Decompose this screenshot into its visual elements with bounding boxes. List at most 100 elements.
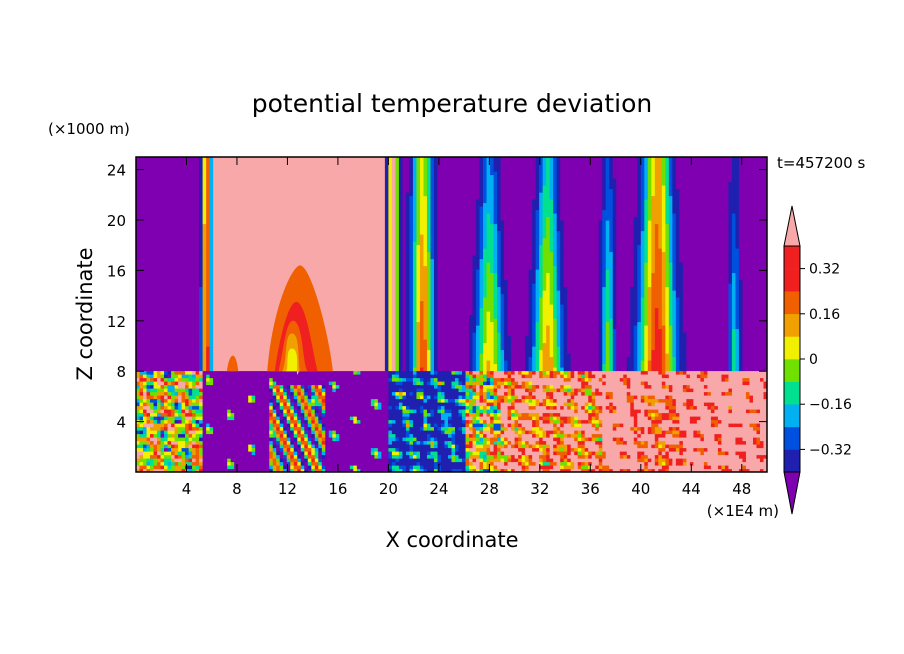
contour-cell: [426, 328, 432, 333]
contour-cell: [542, 363, 554, 368]
contour-cell: [661, 367, 666, 372]
contour-cell: [640, 332, 645, 337]
contour-cell: [616, 269, 635, 274]
contour-cell: [553, 286, 558, 291]
contour-cell: [395, 353, 400, 358]
contour-cell: [647, 272, 652, 277]
contour-cell: [405, 255, 411, 260]
contour-cell: [735, 244, 740, 249]
contour-cell: [497, 384, 502, 389]
contour-cell: [759, 458, 765, 463]
contour-cell: [269, 412, 274, 417]
contour-cell: [472, 370, 481, 375]
contour-cell: [658, 311, 663, 316]
contour-cell: [290, 461, 295, 466]
contour-cell: [416, 437, 428, 442]
contour-cell: [416, 307, 421, 312]
contour-cell: [409, 318, 414, 323]
contour-cell: [476, 248, 481, 253]
contour-cell: [637, 419, 652, 424]
contour-cell: [500, 304, 505, 309]
contour-cell: [430, 342, 435, 347]
contour-cell: [202, 353, 207, 358]
contour-cell: [153, 433, 158, 438]
contour-cell: [745, 465, 767, 470]
contour-cell: [202, 265, 207, 270]
contour-cell: [171, 433, 176, 438]
contour-cell: [504, 384, 509, 389]
contour-cell: [157, 388, 165, 393]
contour-cell: [535, 395, 547, 400]
contour-cell: [675, 290, 684, 295]
contour-cell: [742, 325, 767, 330]
contour-cell: [668, 395, 673, 400]
contour-cell: [276, 402, 281, 407]
contour-cell: [633, 426, 638, 431]
contour-cell: [549, 388, 558, 393]
contour-cell: [539, 339, 544, 344]
contour-cell: [518, 395, 523, 400]
contour-cell: [644, 262, 649, 267]
contour-cell: [595, 423, 600, 428]
contour-cell: [476, 290, 481, 295]
contour-cell: [388, 430, 393, 435]
contour-cell: [553, 416, 558, 421]
contour-cell: [574, 416, 579, 421]
contour-cell: [630, 381, 642, 386]
contour-cell: [465, 374, 470, 379]
contour-cell: [490, 416, 495, 421]
contour-cell: [307, 416, 312, 421]
contour-cell: [735, 335, 740, 340]
contour-cell: [672, 367, 677, 372]
contour-cell: [756, 437, 761, 442]
contour-cell: [556, 318, 561, 323]
contour-cell: [476, 388, 481, 393]
contour-cell: [553, 276, 558, 281]
contour-cell: [476, 437, 481, 442]
contour-cell: [602, 433, 638, 438]
contour-cell: [167, 412, 172, 417]
contour-cell: [665, 307, 670, 312]
contour-cell: [602, 279, 607, 284]
contour-cell: [174, 391, 179, 396]
contour-cell: [199, 328, 204, 333]
contour-cell: [402, 311, 407, 316]
contour-cell: [539, 244, 544, 249]
contour-cell: [539, 367, 544, 372]
contour-cell: [419, 377, 425, 382]
contour-cell: [553, 367, 558, 372]
contour-cell: [504, 346, 512, 351]
contour-cell: [602, 258, 607, 263]
contour-cell: [717, 416, 767, 421]
contour-cell: [497, 248, 502, 253]
contour-cell: [472, 426, 477, 431]
contour-cell: [388, 241, 393, 246]
contour-cell: [493, 465, 498, 470]
contour-cell: [668, 349, 673, 354]
contour-cell: [469, 367, 474, 372]
contour-cell: [528, 304, 533, 309]
contour-cell: [255, 444, 270, 449]
contour-cell: [412, 451, 418, 456]
contour-cell: [602, 311, 607, 316]
contour-cell: [444, 405, 467, 410]
contour-cell: [532, 262, 537, 267]
contour-cell: [469, 325, 477, 330]
contour-cell: [458, 395, 463, 400]
contour-cell: [675, 265, 684, 270]
contour-cell: [136, 237, 200, 242]
contour-cell: [525, 367, 530, 372]
contour-cell: [269, 437, 274, 442]
contour-cell: [668, 332, 673, 337]
contour-cell: [388, 304, 393, 309]
contour-cell: [742, 332, 767, 337]
contour-cell: [430, 262, 435, 267]
contour-cell: [560, 293, 568, 298]
contour-cell: [518, 437, 523, 442]
contour-cell: [419, 276, 428, 281]
contour-cell: [321, 419, 354, 424]
contour-cell: [136, 377, 141, 382]
contour-cell: [542, 349, 551, 354]
contour-cell: [174, 412, 179, 417]
contour-cell: [735, 339, 740, 344]
